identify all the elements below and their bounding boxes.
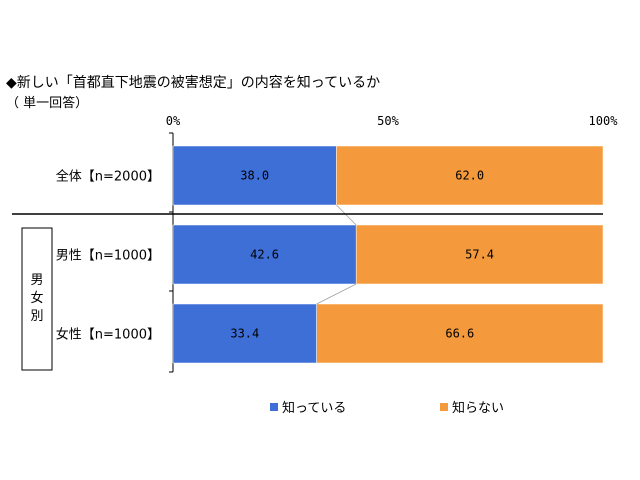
bar-segment [355, 224, 604, 285]
legend-swatch-know [270, 402, 278, 411]
category-label: 全体【n=2000】 [56, 169, 160, 185]
legend-item-know: 知っている [270, 397, 346, 416]
data-label: 33.4 [230, 327, 259, 341]
data-label: 42.6 [250, 248, 279, 262]
group-label-char: 女 [30, 290, 43, 306]
group-label-char: 男 [30, 273, 43, 288]
data-label: 66.6 [445, 327, 474, 341]
data-label: 38.0 [240, 169, 269, 183]
bar-segment [172, 303, 317, 364]
group-label-char: 別 [30, 309, 43, 324]
legend-swatch-dont-know [440, 402, 448, 411]
chart-title: ◆新しい「首都直下地震の被害想定」の内容を知っているか [6, 75, 381, 91]
bar-segment [172, 145, 337, 206]
x-tick-label: 50% [377, 114, 399, 128]
data-label: 62.0 [455, 169, 484, 183]
legend-label-dont-know: 知らない [452, 401, 505, 416]
group-box [21, 227, 53, 371]
legend-label-know: 知っている [282, 401, 347, 416]
legend-item-dont-know: 知らない [440, 397, 504, 416]
category-label: 女性【n=1000】 [56, 327, 160, 343]
x-tick-label: 100% [589, 114, 619, 128]
chart-subtitle: （ 単一回答） [6, 96, 89, 111]
category-label: 男性【n=1000】 [56, 249, 160, 264]
series-connector-line [336, 204, 357, 226]
series-connector-line [316, 283, 357, 305]
data-label: 57.4 [465, 248, 494, 262]
x-tick-label: 0% [166, 114, 181, 128]
bar-segment [336, 145, 604, 206]
bar-segment [316, 303, 604, 364]
